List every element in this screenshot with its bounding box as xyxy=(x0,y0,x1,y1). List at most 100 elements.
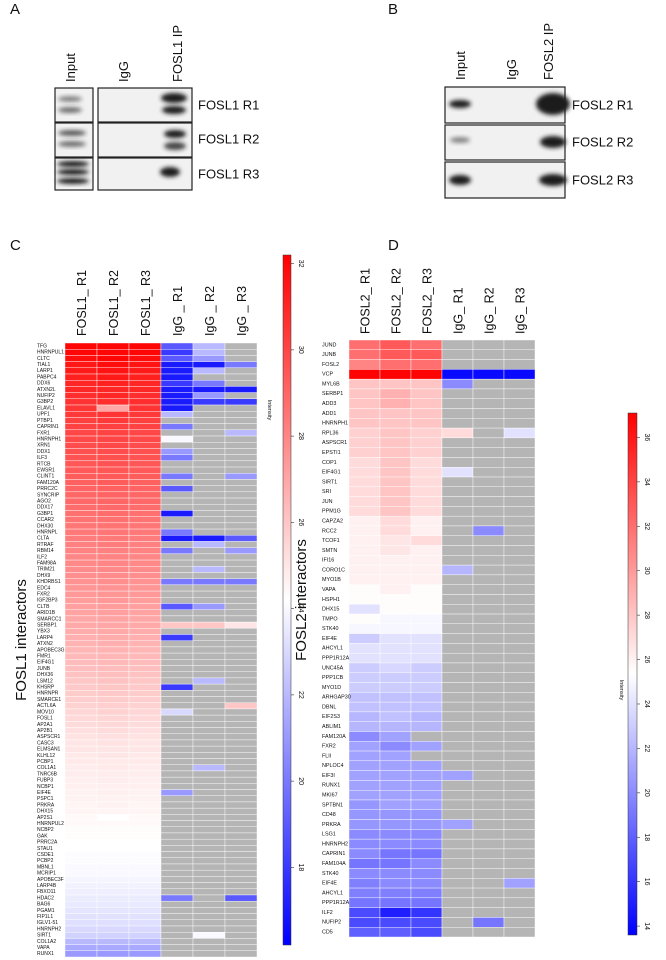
heatmap-cell xyxy=(96,826,130,834)
heatmap-cell xyxy=(410,437,443,448)
heatmap-cell xyxy=(348,799,381,810)
heatmap-cell xyxy=(441,858,474,869)
heatmap-cell xyxy=(128,795,162,803)
heatmap-cell xyxy=(64,423,98,431)
replicate-label: FOSL1 R2 xyxy=(198,131,259,146)
heatmap-cell xyxy=(160,888,194,896)
heatmap-cell xyxy=(224,714,258,722)
heatmap-cell xyxy=(64,566,98,573)
heatmap-cell xyxy=(410,525,443,536)
gene-label: ELMSAN1 xyxy=(37,747,61,753)
heatmap-cell xyxy=(64,417,98,424)
heatmap-cell xyxy=(348,574,381,585)
gene-label: MYO1D xyxy=(322,685,341,691)
gene-label: AHCYL1 xyxy=(322,646,343,652)
gene-label: PRKRA xyxy=(322,822,341,828)
heatmap-cell xyxy=(410,506,443,517)
heatmap-cell xyxy=(96,752,130,759)
heatmap-cell xyxy=(441,760,474,771)
gene-label: UPF1 xyxy=(37,412,50,418)
heatmap-cell xyxy=(64,528,98,536)
heatmap-cell xyxy=(192,454,226,462)
heatmap-cell xyxy=(96,516,130,524)
heatmap-cell xyxy=(192,417,226,424)
heatmap-cell xyxy=(160,783,194,790)
heatmap-cell xyxy=(441,643,474,654)
heatmap-cell xyxy=(128,528,162,536)
heatmap-cell xyxy=(192,783,226,790)
heatmap-cell xyxy=(96,454,130,462)
heatmap-cell xyxy=(160,380,194,387)
heatmap-cell xyxy=(128,907,162,914)
heatmap-cell xyxy=(503,672,536,683)
heatmap-cell xyxy=(192,857,226,865)
heatmap-cell xyxy=(224,479,258,486)
heatmap-cell xyxy=(410,721,443,732)
heatmap-cell xyxy=(96,832,130,840)
heatmap-cell xyxy=(503,545,536,556)
heatmap-cell xyxy=(128,404,162,412)
heatmap-cell xyxy=(224,361,258,369)
heatmap-cell xyxy=(160,857,194,865)
heatmap-cell xyxy=(379,927,412,938)
heatmap-cell xyxy=(348,359,381,370)
heatmap-cell xyxy=(192,888,226,896)
gene-label: CAPZA2 xyxy=(322,518,343,524)
heatmap-cell xyxy=(128,869,162,877)
gene-label: FAM120A xyxy=(37,480,60,486)
heatmap-cell xyxy=(64,857,98,865)
heatmap-cell xyxy=(64,473,98,480)
heatmap-cell xyxy=(410,662,443,673)
gene-label: LARP4 xyxy=(37,635,53,641)
heatmap-cell xyxy=(192,628,226,635)
heatmap-cell xyxy=(96,442,130,449)
heatmap-cell xyxy=(441,476,474,488)
heatmap-cell xyxy=(224,497,258,505)
heatmap-cell xyxy=(224,807,258,815)
column-label: FOSL2_ R3 xyxy=(421,268,435,334)
heatmap-cell xyxy=(128,925,162,933)
heatmap-cell xyxy=(224,739,258,747)
heatmap-cell xyxy=(441,633,474,644)
heatmap-cell xyxy=(160,714,194,722)
gene-label: LARP1 xyxy=(37,368,53,374)
heatmap-cell xyxy=(379,799,412,810)
gene-label: CLTC xyxy=(37,356,50,362)
heatmap-cell xyxy=(224,845,258,852)
gene-label: FXR2 xyxy=(322,744,336,750)
heatmap-cell xyxy=(96,640,130,648)
heatmap-cell xyxy=(224,894,258,902)
gene-label: RPL36 xyxy=(322,430,338,436)
heatmap-cell xyxy=(160,739,194,747)
heatmap-cell xyxy=(64,640,98,648)
gene-label: HSPH1 xyxy=(322,597,340,603)
heatmap-cell xyxy=(503,701,536,713)
colorbar-tick-label: 28 xyxy=(297,432,304,440)
heatmap-cell xyxy=(503,780,536,791)
heatmap-cell xyxy=(160,603,194,610)
heatmap-cell xyxy=(441,917,474,928)
heatmap-cell xyxy=(96,869,130,877)
heatmap-cell xyxy=(224,398,258,406)
heatmap-cell xyxy=(224,783,258,790)
heatmap-cell xyxy=(224,801,258,809)
heatmap-cell xyxy=(472,613,505,625)
gene-label: PPP1R12A xyxy=(322,900,350,906)
gene-label: CAPRIN1 xyxy=(37,424,59,430)
heatmap-cell xyxy=(64,907,98,914)
heatmap-cell xyxy=(128,764,162,772)
heatmap-cell xyxy=(472,887,505,899)
heatmap-cell xyxy=(503,359,536,370)
heatmap-cell xyxy=(64,838,98,846)
heatmap-cell xyxy=(96,584,130,592)
heatmap-cell xyxy=(192,578,226,586)
heatmap-cell xyxy=(192,349,226,356)
heatmap-cell xyxy=(224,907,258,914)
gene-label: FIP1L1 xyxy=(37,914,53,920)
heatmap-cell xyxy=(224,652,258,660)
heatmap-cell xyxy=(64,398,98,406)
heatmap-cell xyxy=(472,760,505,771)
heatmap-cell xyxy=(128,361,162,369)
gene-label: VAPA xyxy=(37,945,50,951)
heatmap-cell xyxy=(192,789,226,796)
